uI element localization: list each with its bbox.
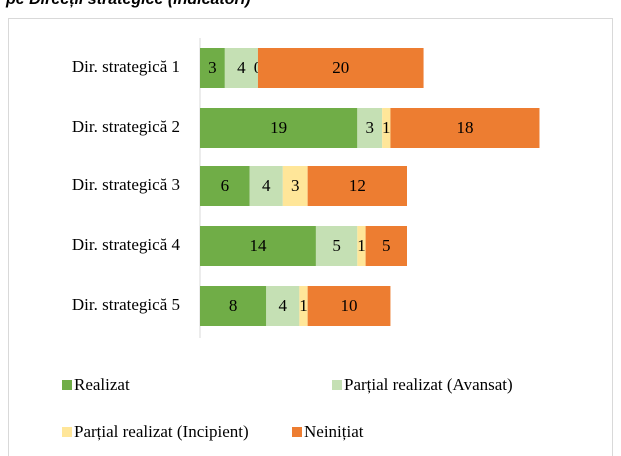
data-label: 4: [237, 58, 246, 77]
data-label: 1: [299, 296, 308, 315]
bar-segment: [307, 286, 391, 326]
bar-segment: [200, 48, 225, 88]
chart-title: pe Direcții strategice (indicatori): [5, 0, 251, 8]
data-label: 4: [262, 176, 271, 195]
data-label: 3: [291, 176, 300, 195]
data-label: 1: [357, 236, 366, 255]
bar-segment: [200, 286, 267, 326]
data-label: 10: [341, 296, 358, 315]
data-label: 5: [382, 236, 391, 255]
bar-segment: [382, 108, 391, 148]
category-label: Dir. strategică 1: [72, 57, 180, 76]
category-label: Dir. strategică 3: [72, 175, 180, 194]
data-label: 4: [279, 296, 288, 315]
data-label: 14: [249, 236, 267, 255]
bar-segment: [365, 226, 407, 266]
category-label: Dir. strategică 5: [72, 295, 180, 314]
legend-label: Realizat: [74, 375, 130, 394]
data-label: 20: [332, 58, 349, 77]
bar-segment: [249, 166, 283, 206]
bar-segment: [282, 166, 308, 206]
bar-segment: [357, 226, 366, 266]
bar-segment: [224, 48, 258, 88]
data-label: 18: [456, 118, 473, 137]
data-label: 3: [208, 58, 217, 77]
data-label: 19: [270, 118, 287, 137]
legend-swatch: [62, 427, 72, 437]
data-label: 8: [229, 296, 238, 315]
legend-label: Parțial realizat (Avansat): [344, 375, 513, 394]
legend-swatch: [332, 380, 342, 390]
data-label: 12: [349, 176, 366, 195]
bar-segment: [390, 108, 540, 148]
data-label: 1: [382, 118, 391, 137]
data-label: 6: [221, 176, 230, 195]
bar-segment: [357, 108, 383, 148]
bar-segment: [200, 226, 316, 266]
category-label: Dir. strategică 4: [72, 235, 181, 254]
bar-segment: [266, 286, 300, 326]
bar-segment: [200, 108, 358, 148]
bar-segment: [307, 166, 407, 206]
data-label: 5: [332, 236, 341, 255]
category-label: Dir. strategică 2: [72, 117, 180, 136]
legend-label: Parțial realizat (Incipient): [74, 422, 249, 441]
legend-label: Neinițiat: [304, 422, 364, 441]
legend-swatch: [62, 380, 72, 390]
bar-segment: [257, 48, 424, 88]
bar-segment: [200, 166, 250, 206]
data-label: 3: [365, 118, 374, 137]
bar-segment: [315, 226, 358, 266]
legend-swatch: [292, 427, 302, 437]
bar-segment: [299, 286, 308, 326]
